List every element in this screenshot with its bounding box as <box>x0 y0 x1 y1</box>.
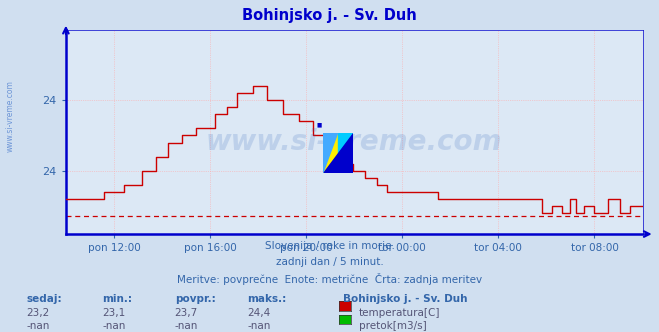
Text: Slovenija / reke in morje.: Slovenija / reke in morje. <box>264 241 395 251</box>
Text: -nan: -nan <box>175 321 198 331</box>
Text: 23,2: 23,2 <box>26 308 49 318</box>
Text: povpr.:: povpr.: <box>175 294 215 304</box>
Text: ■: ■ <box>316 122 322 127</box>
Text: Bohinjsko j. - Sv. Duh: Bohinjsko j. - Sv. Duh <box>242 8 417 23</box>
Text: zadnji dan / 5 minut.: zadnji dan / 5 minut. <box>275 257 384 267</box>
Polygon shape <box>323 133 337 173</box>
Text: maks.:: maks.: <box>247 294 287 304</box>
Bar <box>323 133 337 173</box>
Text: temperatura[C]: temperatura[C] <box>359 308 441 318</box>
Text: min.:: min.: <box>102 294 132 304</box>
Bar <box>337 133 353 173</box>
Polygon shape <box>323 133 353 173</box>
Text: 23,7: 23,7 <box>175 308 198 318</box>
Text: www.si-vreme.com: www.si-vreme.com <box>5 80 14 152</box>
Text: www.si-vreme.com: www.si-vreme.com <box>206 128 502 156</box>
Text: Meritve: povprečne  Enote: metrične  Črta: zadnja meritev: Meritve: povprečne Enote: metrične Črta:… <box>177 273 482 285</box>
Text: pretok[m3/s]: pretok[m3/s] <box>359 321 427 331</box>
Text: Bohinjsko j. - Sv. Duh: Bohinjsko j. - Sv. Duh <box>343 294 467 304</box>
Text: -nan: -nan <box>102 321 125 331</box>
Text: -nan: -nan <box>247 321 270 331</box>
Text: 24,4: 24,4 <box>247 308 270 318</box>
Text: 23,1: 23,1 <box>102 308 125 318</box>
Text: -nan: -nan <box>26 321 49 331</box>
Text: sedaj:: sedaj: <box>26 294 62 304</box>
